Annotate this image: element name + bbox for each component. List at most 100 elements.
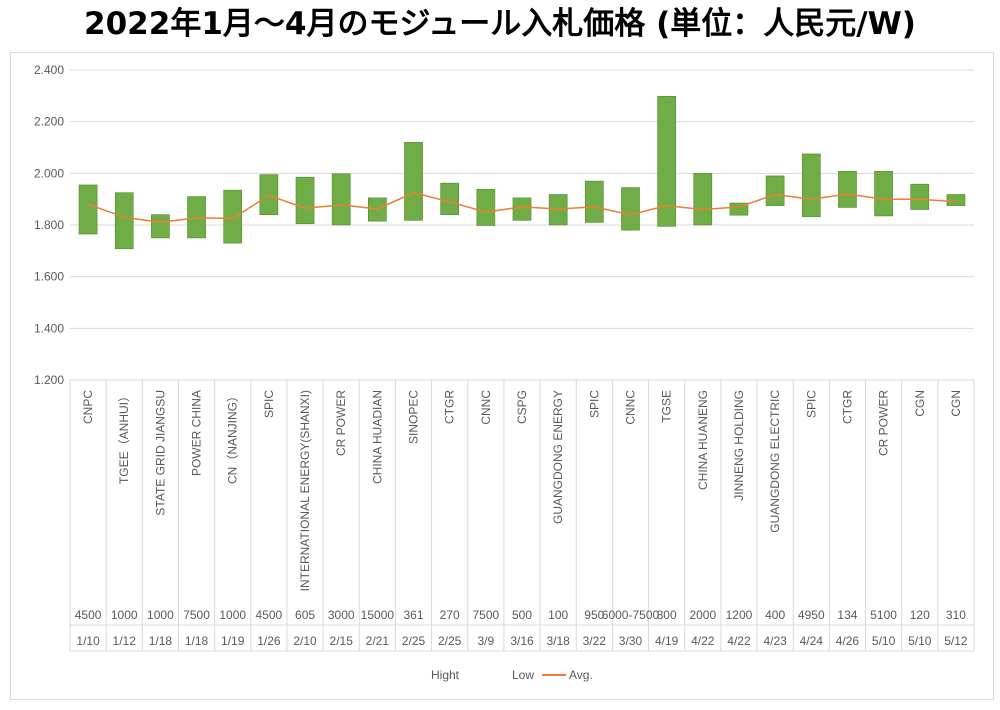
high-low-bar: [657, 96, 676, 227]
date-label: 1/18: [185, 634, 209, 648]
y-tick-label: 2.400: [34, 63, 64, 77]
y-tick-label: 1.400: [34, 321, 64, 335]
volume-label: 361: [404, 608, 424, 622]
date-label: 3/16: [510, 634, 534, 648]
volume-label: 1000: [111, 608, 138, 622]
legend-hight: Hight: [431, 668, 460, 682]
high-low-bar: [512, 197, 532, 221]
date-label: 2/25: [402, 634, 426, 648]
category-label: SPIC: [262, 390, 276, 418]
category-label: CGN: [949, 390, 963, 417]
legend-low: Low: [512, 668, 534, 682]
high-low-bar: [404, 142, 423, 221]
average-line: [87, 191, 956, 224]
date-label: 1/12: [113, 634, 137, 648]
volume-label: 120: [910, 608, 930, 622]
volume-label: 7500: [472, 608, 499, 622]
date-label: 1/18: [149, 634, 173, 648]
high-low-bar: [295, 176, 315, 225]
volume-label: 605: [295, 608, 315, 622]
chart-title: 2022年1月～4月のモジュール入札価格 (単位：人民元/W): [84, 6, 916, 42]
category-label: CTGR: [443, 390, 457, 424]
date-label: 2/21: [366, 634, 390, 648]
date-label: 5/12: [944, 634, 968, 648]
date-label: 5/10: [872, 634, 896, 648]
high-low-bar: [151, 214, 170, 239]
volume-label: 310: [946, 608, 966, 622]
category-label: STATE GRID JIANGSU: [153, 390, 167, 516]
category-label: CTGR: [840, 390, 854, 424]
date-label: 3/30: [619, 634, 643, 648]
high-low-bar: [114, 192, 134, 250]
category-label: CSPG: [515, 390, 529, 424]
high-low-bar: [78, 184, 98, 235]
volume-label: 270: [440, 608, 460, 622]
chart-frame: 2.400 2.200 2.000 1.800 1.600 1.400 1.200 CNPC…: [10, 52, 994, 700]
category-label: INTERNATIONAL ENERGY(SHANXI): [298, 390, 312, 591]
date-label: 3/9: [477, 634, 494, 648]
high-low-bar: [946, 194, 966, 206]
date-label: 4/22: [727, 634, 751, 648]
category-label: CNNC: [479, 390, 493, 425]
category-label: JINNENG HOLDING: [732, 390, 746, 501]
category-label: TGEE（ANHUI）: [117, 390, 131, 484]
category-label: CNPC: [81, 390, 95, 424]
date-label: 3/22: [583, 634, 607, 648]
volume-label: 6000-7500: [602, 608, 660, 622]
date-label: 4/22: [691, 634, 715, 648]
category-label: CN（NANJING）: [226, 390, 240, 484]
date-label: 2/15: [330, 634, 354, 648]
volume-label: 5100: [870, 608, 897, 622]
date-label: 4/19: [655, 634, 679, 648]
category-label: POWER CHINA: [190, 390, 204, 476]
category-label: SPIC: [587, 390, 601, 418]
y-tick-label: 1.200: [34, 373, 64, 387]
high-low-bar: [331, 173, 351, 226]
date-label: 2/25: [438, 634, 462, 648]
volume-label: 7500: [183, 608, 210, 622]
volume-label: 4500: [75, 608, 102, 622]
volume-label: 4500: [256, 608, 283, 622]
volume-label: 100: [548, 608, 568, 622]
category-label: CGN: [913, 390, 927, 417]
category-label: SPIC: [804, 390, 818, 418]
high-low-bar: [584, 180, 604, 223]
category-label: CHINA HUADIAN: [370, 390, 384, 484]
high-low-bar: [801, 153, 821, 218]
category-label: CR POWER: [334, 390, 348, 456]
high-low-bar: [440, 182, 460, 215]
volume-label: 4950: [798, 608, 825, 622]
high-low-bar: [548, 194, 568, 226]
volume-label: 800: [657, 608, 677, 622]
y-tick-label: 2.000: [34, 166, 64, 180]
volume-label: 400: [765, 608, 785, 622]
category-label: TGSE: [660, 390, 674, 423]
volume-label: 1200: [726, 608, 753, 622]
date-label: 5/10: [908, 634, 932, 648]
volume-label: 134: [837, 608, 857, 622]
high-low-bar: [874, 170, 893, 217]
date-label: 3/18: [546, 634, 570, 648]
date-label: 4/24: [800, 634, 824, 648]
high-low-bar: [223, 189, 243, 244]
volume-label: 950: [584, 608, 604, 622]
volume-label: 1000: [219, 608, 246, 622]
y-tick-label: 1.800: [34, 218, 64, 232]
volume-label: 500: [512, 608, 532, 622]
high-low-bar: [476, 189, 496, 226]
volume-label: 1000: [147, 608, 174, 622]
category-label: CNNC: [623, 390, 637, 425]
date-label: 4/23: [763, 634, 787, 648]
date-label: 1/10: [76, 634, 100, 648]
y-tick-label: 1.600: [34, 270, 64, 284]
category-label: CHINA HUANENG: [696, 390, 710, 490]
y-tick-label: 2.200: [34, 115, 64, 129]
category-label: GUANGDONG ENERGY: [551, 390, 565, 524]
volume-label: 2000: [689, 608, 716, 622]
high-low-bar: [693, 173, 713, 226]
high-low-bar: [838, 170, 857, 208]
volume-label: 15000: [361, 608, 395, 622]
chart-svg: 2.400 2.200 2.000 1.800 1.600 1.400 1.200 CNPC…: [34, 63, 975, 682]
category-label: GUANGDONG ELECTRIC: [768, 390, 782, 533]
date-label: 4/26: [836, 634, 860, 648]
